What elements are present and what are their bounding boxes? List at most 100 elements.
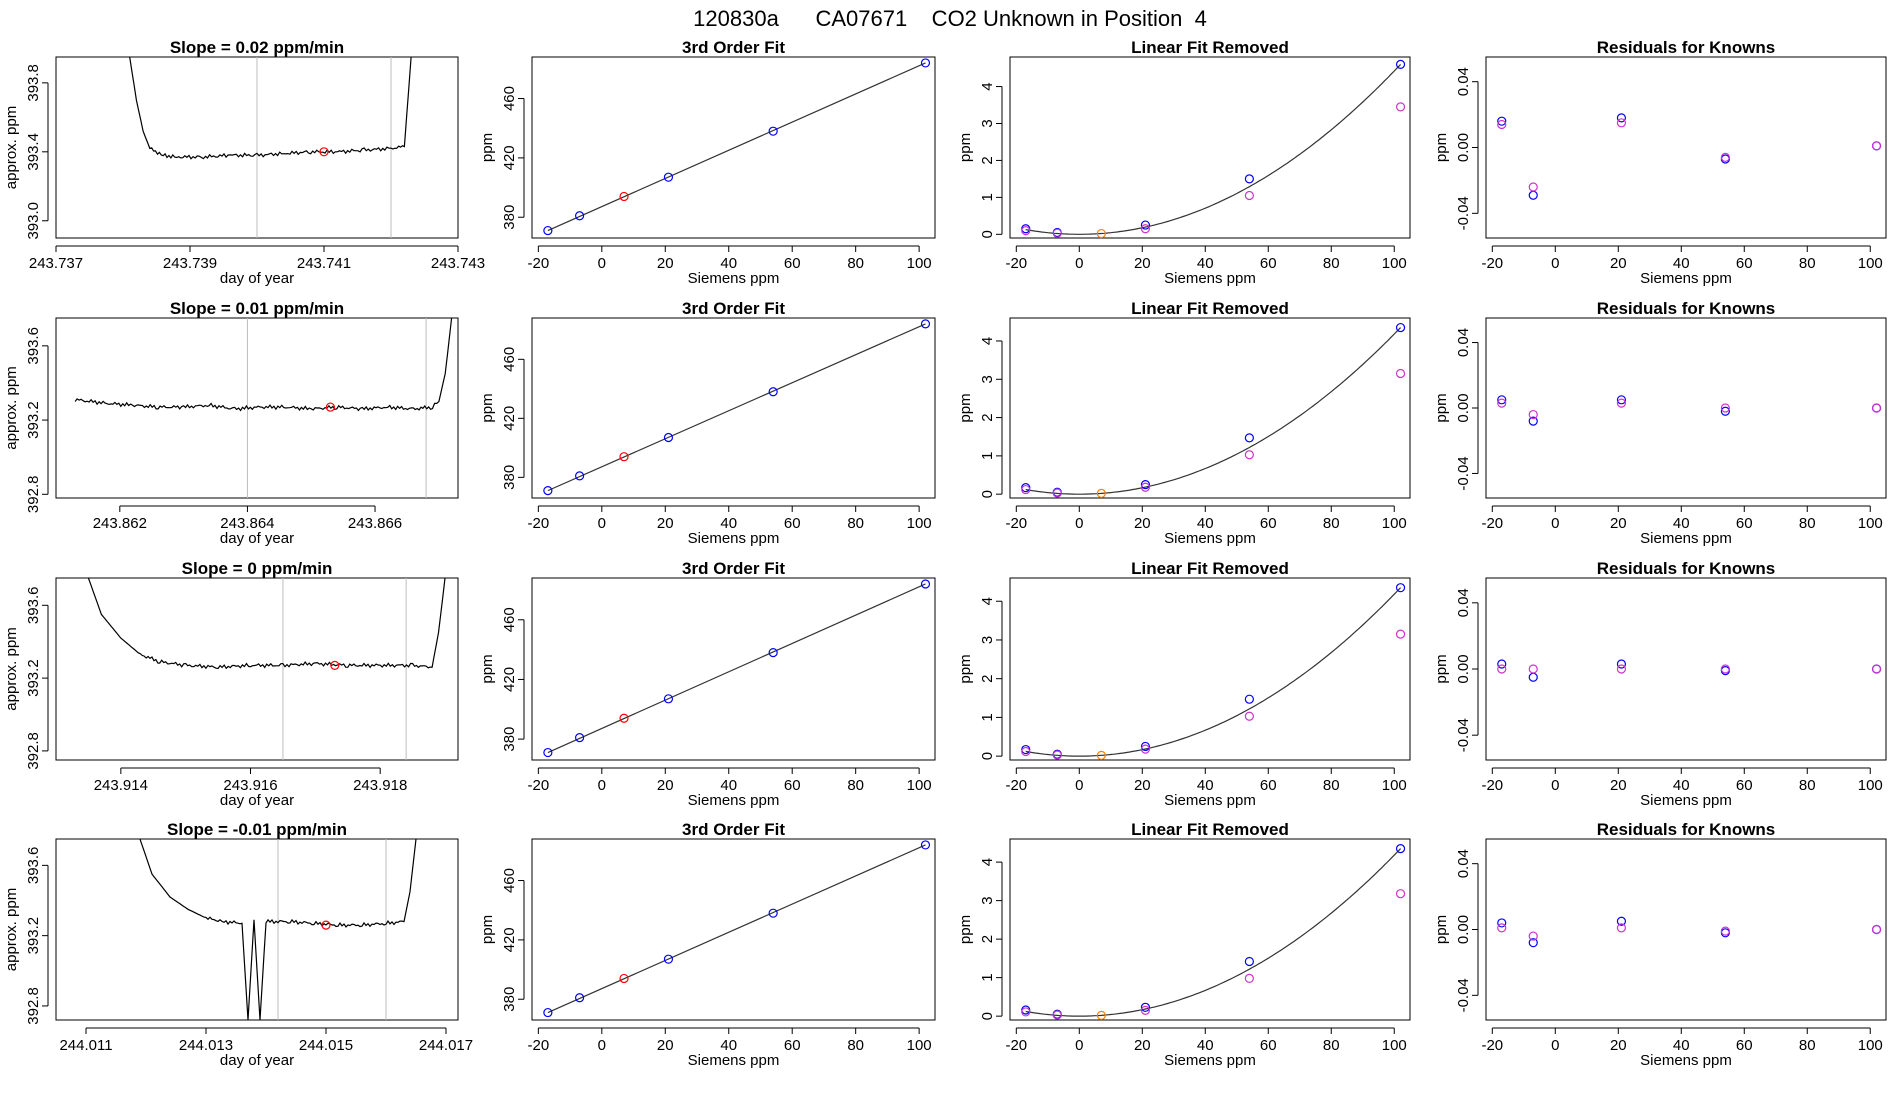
x-tick-label: -20 (1481, 515, 1503, 532)
data-point-known (1497, 659, 1507, 669)
data-point-known (1616, 113, 1627, 123)
y-tick-label: 460 (501, 86, 518, 111)
data-point-known (768, 647, 778, 658)
y-tick-label: 420 (501, 927, 518, 952)
x-tick-label: 244.013 (179, 1037, 233, 1054)
panel-title: Residuals for Knowns (1597, 299, 1776, 318)
x-tick-label: 243.916 (223, 777, 277, 794)
data-point-linear (1244, 973, 1254, 984)
data-point-linear (1244, 450, 1254, 460)
data-point-linear (1616, 398, 1627, 408)
plot-frame (531, 577, 936, 761)
unknown-marker (319, 147, 329, 157)
plot-area (1025, 848, 1402, 1017)
panel-3-2: 3rd Order Fit -20 0 20 40 60 80 100 Siemens ppm 3… (479, 559, 936, 809)
x-axis-label: Siemens ppm (688, 792, 780, 809)
plot-frame (55, 577, 459, 761)
plot-area (547, 323, 926, 492)
x-tick-label: 80 (847, 1037, 864, 1054)
y-tick-label: 460 (501, 607, 518, 632)
y-axis-label: ppm (1433, 393, 1450, 422)
panel-title: Linear Fit Removed (1131, 559, 1289, 578)
y-tick-label: -0.04 (1455, 718, 1472, 752)
y-tick-label: -0.04 (1455, 196, 1472, 230)
data-point-known (1244, 956, 1254, 967)
panel-2-3: Linear Fit Removed-20 0 20 40 60 80 100Siemens… (957, 299, 1411, 547)
x-tick-label: 60 (1260, 777, 1277, 794)
y-axis-label: approx. ppm (3, 627, 20, 710)
x-tick-label: 60 (784, 515, 801, 532)
x-tick-label: 60 (1260, 255, 1277, 272)
y-axis-label: approx. ppm (3, 366, 20, 449)
x-tick-label: 243.739 (163, 255, 217, 272)
x-tick-label: 0 (1075, 1037, 1083, 1054)
plot-frame (55, 317, 459, 499)
y-tick-label: 393.0 (25, 202, 42, 240)
y-axis-label: ppm (957, 393, 974, 422)
unknown-marker (325, 402, 335, 412)
x-tick-label: 20 (1610, 515, 1627, 532)
x-tick-label: 60 (1736, 255, 1753, 272)
data-point-known (1395, 583, 1406, 593)
panel-4-1: Slope = -0.01 ppm/min 244.011 244.013 244.0… (3, 820, 473, 1069)
data-point-known (574, 471, 585, 481)
data-point-linear (1497, 664, 1507, 674)
x-tick-label: 40 (1197, 515, 1214, 532)
panel-title: Slope = 0 ppm/min (182, 559, 333, 578)
x-tick-label: 0 (598, 515, 606, 532)
y-tick-label: 393.2 (25, 659, 42, 697)
x-tick-label: 60 (784, 777, 801, 794)
x-tick-label: 80 (1323, 255, 1340, 272)
data-point-linear (1871, 664, 1882, 674)
x-tick-label: 0 (598, 777, 606, 794)
data-point-unknown_residual (1096, 228, 1106, 239)
y-tick-label: 1 (979, 193, 996, 201)
x-tick-label: 60 (784, 1037, 801, 1054)
plot-area (547, 844, 926, 1014)
x-axis-label: Siemens ppm (1640, 530, 1732, 547)
y-tick-label: 393.2 (25, 401, 42, 439)
panel-title: Slope = -0.01 ppm/min (167, 820, 347, 839)
x-tick-label: 40 (1673, 1037, 1690, 1054)
data-point-known (768, 908, 778, 918)
y-axis-label: ppm (479, 654, 496, 683)
x-tick-label: 0 (1551, 255, 1559, 272)
x-tick-label: -20 (1005, 255, 1027, 272)
x-tick-label: 244.011 (59, 1037, 112, 1054)
x-axis-label: day of year (220, 1052, 294, 1069)
y-tick-label: 1 (979, 452, 996, 460)
x-tick-label: -20 (1005, 777, 1027, 794)
x-tick-label: 100 (907, 255, 932, 272)
x-tick-label: -20 (1481, 255, 1503, 272)
x-tick-label: 100 (1858, 255, 1883, 272)
y-tick-label: 392.8 (25, 732, 42, 770)
panel-title: Slope = 0.01 ppm/min (170, 299, 344, 318)
x-axis-label: Siemens ppm (1164, 792, 1256, 809)
plot-frame (1485, 56, 1887, 239)
y-tick-label: 420 (501, 406, 518, 431)
panel-title: Residuals for Knowns (1597, 820, 1776, 839)
y-tick-label: 393.2 (25, 917, 42, 955)
x-tick-label: 243.743 (431, 255, 485, 272)
y-axis-label: ppm (479, 133, 496, 162)
data-point-known (543, 747, 553, 758)
y-tick-label: 4 (979, 82, 996, 90)
x-tick-label: -20 (1005, 1037, 1027, 1054)
x-tick-label: -20 (528, 515, 550, 532)
fit-line (547, 62, 926, 232)
x-axis-label: Siemens ppm (1640, 792, 1732, 809)
data-point-known (1616, 659, 1627, 669)
data-point-known (1528, 938, 1538, 948)
data-point-linear (1871, 141, 1882, 151)
data-point-linear (1871, 403, 1882, 413)
fit-curve (1025, 848, 1402, 1017)
x-tick-label: 100 (1858, 515, 1883, 532)
x-axis-label: Siemens ppm (688, 1052, 780, 1069)
x-tick-label: 243.737 (29, 255, 83, 272)
data-point-known (1616, 916, 1627, 926)
x-tick-label: 243.866 (348, 515, 402, 532)
x-tick-label: 100 (907, 777, 932, 794)
plot-area (129, 57, 412, 238)
data-point-known (1528, 416, 1538, 426)
